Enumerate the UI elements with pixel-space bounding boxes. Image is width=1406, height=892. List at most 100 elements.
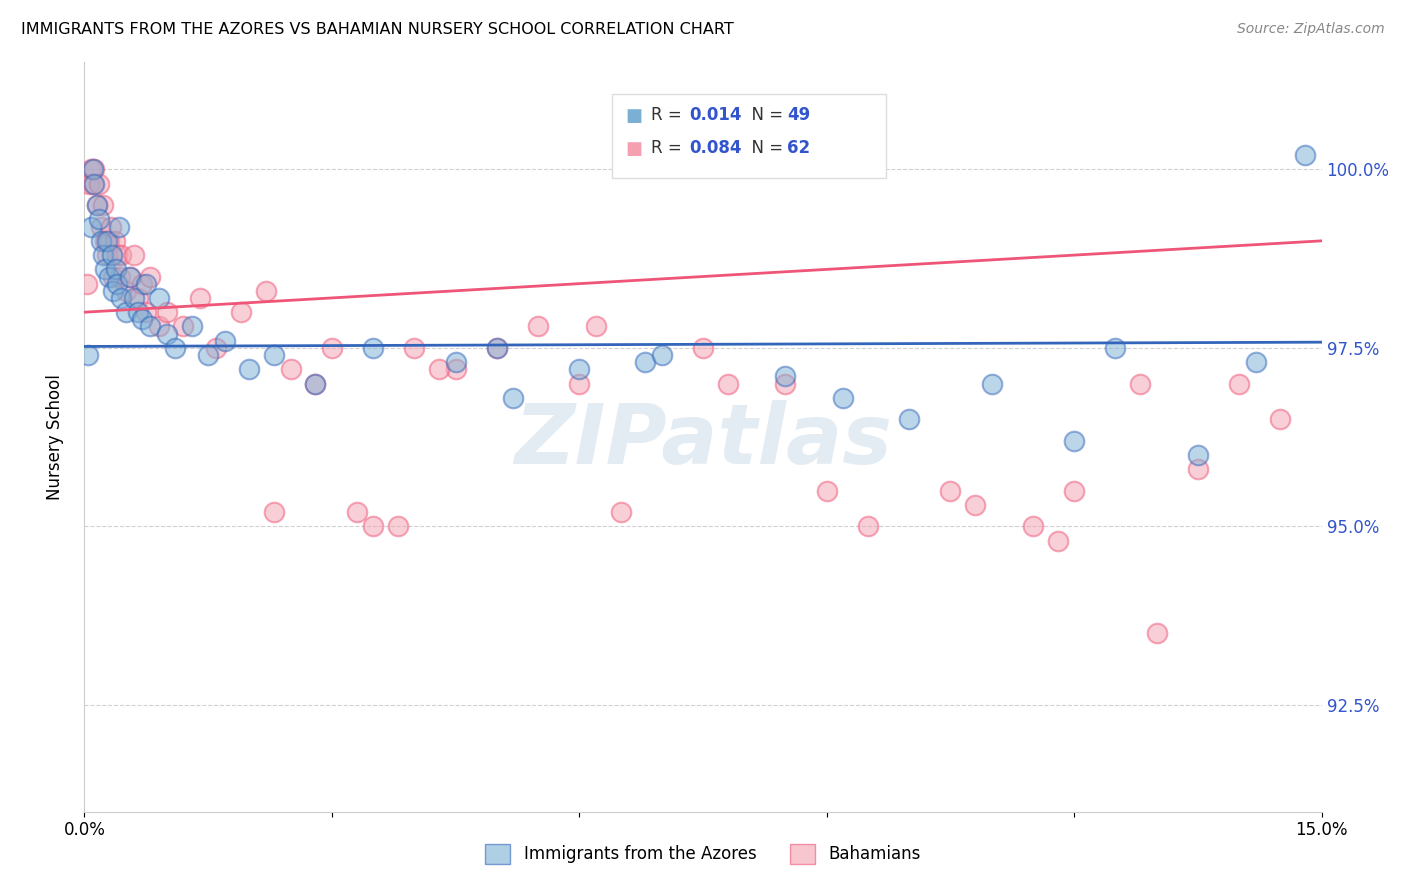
Point (361, 341, 384, 355)
Point (83, 177, 105, 191)
Point (1046, 533, 1069, 548)
Point (815, 483, 838, 498)
Point (89, 177, 111, 191)
Point (148, 319, 170, 334)
Point (775, 376, 797, 391)
Point (717, 376, 740, 391)
Point (131, 277, 153, 291)
Point (361, 519, 384, 533)
Point (90, 234, 112, 248)
Text: Source: ZipAtlas.com: Source: ZipAtlas.com (1237, 22, 1385, 37)
Text: ■: ■ (626, 107, 643, 125)
Point (568, 376, 591, 391)
Point (118, 269, 141, 284)
Point (214, 334, 236, 348)
Point (127, 305, 149, 319)
Point (1187, 448, 1209, 462)
Point (105, 248, 128, 262)
Point (122, 248, 145, 262)
Point (1227, 376, 1250, 391)
Point (110, 291, 132, 305)
Point (1244, 355, 1267, 369)
Point (444, 362, 467, 376)
Text: IMMIGRANTS FROM THE AZORES VS BAHAMIAN NURSERY SCHOOL CORRELATION CHART: IMMIGRANTS FROM THE AZORES VS BAHAMIAN N… (21, 22, 734, 37)
Point (832, 391, 855, 405)
Point (105, 277, 128, 291)
Text: N =: N = (741, 139, 789, 157)
Point (83, 162, 105, 177)
Point (110, 248, 132, 262)
Point (280, 362, 302, 376)
Point (77, 348, 100, 362)
Point (104, 262, 127, 277)
Text: 49: 49 (787, 106, 811, 124)
Point (148, 291, 170, 305)
Point (444, 355, 467, 369)
Point (692, 341, 714, 355)
Point (1063, 434, 1085, 448)
Point (91, 198, 114, 212)
Point (94, 234, 117, 248)
Point (118, 269, 141, 284)
Point (238, 362, 260, 376)
Point (651, 348, 673, 362)
Point (939, 483, 962, 498)
Point (775, 369, 797, 384)
Text: R =: R = (651, 139, 688, 157)
Point (585, 319, 607, 334)
Point (90, 219, 112, 234)
Point (188, 291, 211, 305)
Point (898, 412, 921, 426)
Point (346, 505, 368, 519)
Point (122, 291, 145, 305)
Point (304, 376, 326, 391)
Point (100, 219, 122, 234)
Point (114, 305, 136, 319)
Point (139, 319, 162, 334)
Point (165, 341, 187, 355)
Point (502, 391, 524, 405)
Point (108, 269, 131, 284)
Point (205, 341, 228, 355)
Point (1104, 341, 1126, 355)
Point (98, 234, 121, 248)
Point (180, 319, 202, 334)
Point (139, 269, 162, 284)
Point (1063, 483, 1085, 498)
Point (387, 519, 409, 533)
Point (156, 305, 179, 319)
Point (172, 319, 194, 334)
Point (80, 162, 103, 177)
Text: ■: ■ (626, 140, 643, 158)
Legend: Immigrants from the Azores, Bahamians: Immigrants from the Azores, Bahamians (479, 838, 927, 871)
Point (856, 519, 879, 533)
Point (229, 305, 252, 319)
Point (1294, 148, 1316, 162)
Point (404, 341, 426, 355)
Point (135, 277, 157, 291)
Text: ZIPatlas: ZIPatlas (515, 401, 891, 481)
Point (135, 305, 157, 319)
Point (91, 248, 114, 262)
Point (76, 277, 98, 291)
Point (96, 248, 118, 262)
Point (131, 312, 153, 326)
Point (82, 177, 104, 191)
Point (127, 291, 149, 305)
Point (94, 262, 117, 277)
Point (634, 355, 657, 369)
Point (108, 219, 131, 234)
Text: 0.084: 0.084 (689, 139, 741, 157)
Point (1129, 376, 1152, 391)
Point (263, 348, 285, 362)
Point (609, 505, 631, 519)
Point (104, 234, 127, 248)
Text: 62: 62 (787, 139, 810, 157)
Point (263, 505, 285, 519)
Point (527, 319, 550, 334)
Point (1022, 519, 1045, 533)
Point (197, 348, 219, 362)
Point (80, 219, 103, 234)
Point (965, 498, 987, 512)
Point (100, 248, 122, 262)
